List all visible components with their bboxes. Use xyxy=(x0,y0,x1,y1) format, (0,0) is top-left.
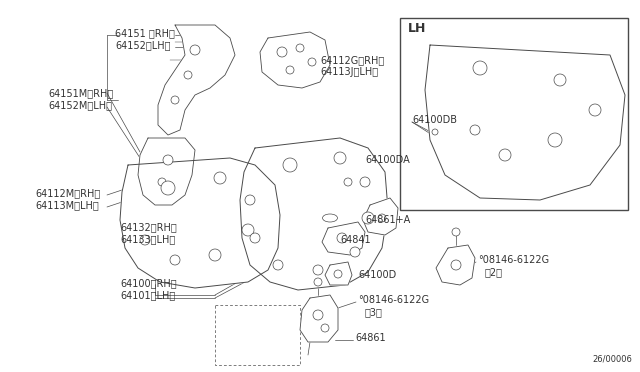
Text: 64841: 64841 xyxy=(340,235,371,245)
Circle shape xyxy=(171,96,179,104)
Circle shape xyxy=(242,224,254,236)
Polygon shape xyxy=(325,262,352,285)
Text: 64100（RH）: 64100（RH） xyxy=(120,278,177,288)
Circle shape xyxy=(140,235,150,245)
Circle shape xyxy=(362,212,374,224)
Circle shape xyxy=(214,172,226,184)
Text: 64113J（LH）: 64113J（LH） xyxy=(320,67,378,77)
Polygon shape xyxy=(260,32,330,88)
Text: 64861+A: 64861+A xyxy=(365,215,410,225)
Circle shape xyxy=(190,45,200,55)
Circle shape xyxy=(554,74,566,86)
Circle shape xyxy=(499,149,511,161)
Text: 64861: 64861 xyxy=(355,333,386,343)
Circle shape xyxy=(337,233,347,243)
Text: °08146-6122G: °08146-6122G xyxy=(478,255,549,265)
Text: 64100D: 64100D xyxy=(358,270,396,280)
Text: 26/00006: 26/00006 xyxy=(592,355,632,364)
Circle shape xyxy=(250,233,260,243)
Circle shape xyxy=(314,278,322,286)
Text: （3）: （3） xyxy=(365,307,383,317)
Polygon shape xyxy=(120,158,280,288)
Circle shape xyxy=(209,249,221,261)
Circle shape xyxy=(589,104,601,116)
Circle shape xyxy=(158,178,166,186)
Text: 64151 （RH）: 64151 （RH） xyxy=(115,28,175,38)
Circle shape xyxy=(452,228,460,236)
Circle shape xyxy=(378,214,386,222)
Circle shape xyxy=(360,177,370,187)
Circle shape xyxy=(334,152,346,164)
Circle shape xyxy=(308,58,316,66)
Circle shape xyxy=(473,61,487,75)
Circle shape xyxy=(163,155,173,165)
Circle shape xyxy=(313,265,323,275)
Polygon shape xyxy=(158,25,235,135)
Circle shape xyxy=(286,66,294,74)
Polygon shape xyxy=(436,245,475,285)
Text: 64151M（RH）: 64151M（RH） xyxy=(48,88,113,98)
Text: 64100DB: 64100DB xyxy=(412,115,457,125)
Circle shape xyxy=(296,44,304,52)
Circle shape xyxy=(470,125,480,135)
Text: 64112M（RH）: 64112M（RH） xyxy=(35,188,100,198)
Polygon shape xyxy=(363,198,398,235)
Text: °08146-6122G: °08146-6122G xyxy=(358,295,429,305)
Text: 64113M（LH）: 64113M（LH） xyxy=(35,200,99,210)
Polygon shape xyxy=(300,295,338,342)
Polygon shape xyxy=(138,138,195,205)
Circle shape xyxy=(184,71,192,79)
Polygon shape xyxy=(240,138,388,290)
Text: 64133（LH）: 64133（LH） xyxy=(120,234,175,244)
Ellipse shape xyxy=(323,214,337,222)
Text: 64132（RH）: 64132（RH） xyxy=(120,222,177,232)
Text: 64100DA: 64100DA xyxy=(365,155,410,165)
Circle shape xyxy=(277,47,287,57)
Polygon shape xyxy=(322,222,365,255)
Bar xyxy=(400,18,628,210)
Circle shape xyxy=(283,158,297,172)
Circle shape xyxy=(321,324,329,332)
Text: （2）: （2） xyxy=(485,267,503,277)
Circle shape xyxy=(350,247,360,257)
Text: 64112G（RH）: 64112G（RH） xyxy=(320,55,384,65)
Text: 64101（LH）: 64101（LH） xyxy=(120,290,175,300)
Text: 64152M（LH）: 64152M（LH） xyxy=(48,100,112,110)
Polygon shape xyxy=(425,45,625,200)
Circle shape xyxy=(170,255,180,265)
Circle shape xyxy=(273,260,283,270)
Circle shape xyxy=(161,181,175,195)
Text: 64152（LH）: 64152（LH） xyxy=(115,40,170,50)
Circle shape xyxy=(344,178,352,186)
Circle shape xyxy=(432,129,438,135)
Circle shape xyxy=(313,310,323,320)
Text: LH: LH xyxy=(408,22,426,35)
Circle shape xyxy=(245,195,255,205)
Circle shape xyxy=(548,133,562,147)
Circle shape xyxy=(334,270,342,278)
Circle shape xyxy=(451,260,461,270)
